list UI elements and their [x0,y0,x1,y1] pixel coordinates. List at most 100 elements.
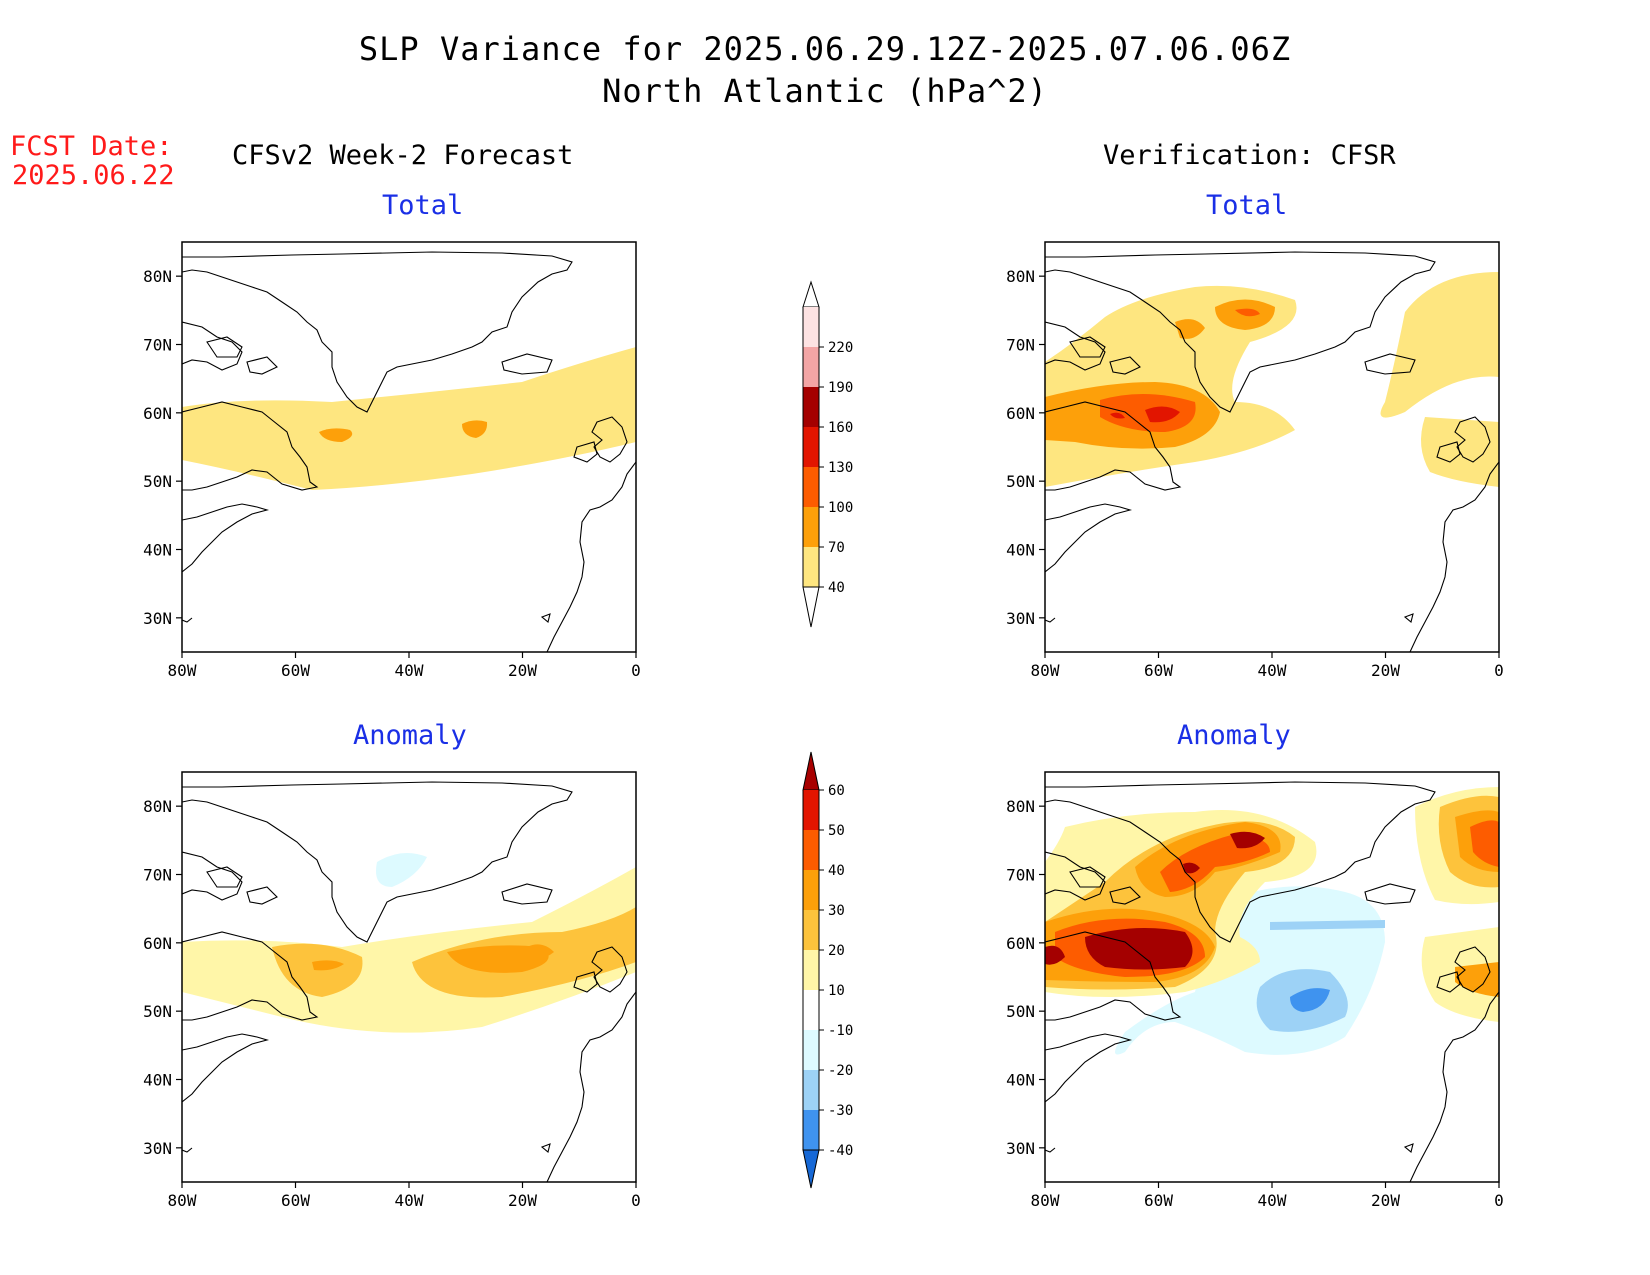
colorbar-top-arrow [802,751,820,791]
lon-tick-label: 80W [1031,661,1060,680]
coastline [182,1147,193,1153]
colorbar-level-label: 60 [828,783,845,799]
shaded-contour-red [1145,406,1180,423]
coastline [182,251,573,413]
colorbar-swatch [803,790,819,830]
coastline [1045,401,1182,491]
lon-tick-label: 0 [631,1191,641,1210]
colorbar-level-label: -40 [828,1143,853,1159]
colorbar-level-label: 130 [828,460,853,476]
lat-tick-label: 80N [1006,267,1035,286]
lon-tick-label: 80W [1031,1191,1060,1210]
colorbar-level-label: 10 [828,983,845,999]
fcst-date-value: 2025.06.22 [12,160,175,191]
colorbar-level-label: 50 [828,823,845,839]
shaded-contour-dark-red [1085,928,1193,970]
coastline [501,353,553,375]
colorbar-swatch [803,547,819,587]
coastline [546,991,636,1182]
colorbar-swatch [803,427,819,467]
colorbar-level-label: 190 [828,380,853,396]
lat-tick-label: 50N [143,1002,172,1021]
coastline [1454,946,1491,993]
lon-tick-label: 60W [281,661,310,680]
lat-tick-label: 50N [1006,1002,1035,1021]
colorbar-anomaly: 60 50 40 30 20 10 -10 -20 -30 -40 [802,751,853,1189]
shaded-contour-dark-red [1045,945,1065,965]
lon-tick-label: 40W [1258,661,1287,680]
lon-tick-label: 80W [168,661,197,680]
coastline [591,416,628,463]
coastline [573,971,598,993]
lat-tick-label: 50N [143,472,172,491]
lon-tick-label: 60W [1144,1191,1173,1210]
coastline [182,321,243,371]
colorbar-level-label: -20 [828,1063,853,1079]
lat-tick-label: 30N [1006,1139,1035,1158]
shaded-contour-mid-blue [1270,920,1385,930]
shaded-contour-blue [1290,988,1330,1012]
lat-tick-label: 30N [143,1139,172,1158]
lat-tick-label: 40N [143,541,172,560]
lat-tick-label: 40N [1006,541,1035,560]
lat-tick-label: 50N [1006,472,1035,491]
shaded-contour-red-orange [1235,308,1260,317]
lon-tick-label: 20W [508,1191,537,1210]
colorbar-level-label: 160 [828,420,853,436]
colorbar-bottom-arrow [802,1149,820,1189]
main-subtitle: North Atlantic (hPa^2) [602,72,1048,110]
main-title: SLP Variance for 2025.06.29.12Z-2025.07.… [358,30,1292,68]
coastline [540,1143,551,1153]
shaded-contour-yellow [1380,272,1499,418]
lat-tick-label: 70N [143,866,172,885]
coastline [1045,617,1056,623]
panel-title-forecast-total: Total [382,190,464,221]
lon-tick-label: 40W [395,661,424,680]
colorbar-swatch [803,1030,819,1070]
colorbar-swatch [803,910,819,950]
colorbar-swatch [803,990,819,1030]
coastline [546,461,636,652]
lat-tick-label: 60N [143,404,172,423]
lat-tick-label: 70N [143,336,172,355]
panel-title-forecast-anomaly: Anomaly [353,720,467,751]
coastline [1045,321,1106,371]
map-verification-total: 80W 60W 40W 20W 0 80N 70N 60N 50N 40N 30N [1006,241,1504,680]
coastline [182,851,243,901]
colorbar-level-label: 40 [828,863,845,879]
coastline [1109,356,1141,375]
coastline [182,503,270,573]
coastline [501,883,553,905]
colorbar-level-label: 40 [828,580,845,596]
lat-tick-label: 30N [1006,609,1035,628]
coastline [1409,461,1499,652]
lat-tick-label: 80N [1006,797,1035,816]
coastline [1045,1147,1056,1153]
map-forecast-total: 80W 60W 40W 20W 0 80N 70N 60N 50N 40N 30N [143,241,641,680]
lon-tick-label: 0 [1494,661,1504,680]
shaded-contour-orange [447,945,549,973]
colorbar-swatch [803,1110,819,1150]
colorbar-swatch [803,387,819,427]
shaded-contour-yellow [182,347,636,490]
colorbar-level-label: 20 [828,943,845,959]
colorbar-total: 40 70 100 130 160 190 220 [802,280,853,628]
colorbar-swatch [803,830,819,870]
right-column-title: Verification: CFSR [1103,140,1396,171]
coastline [246,886,278,905]
lat-tick-label: 70N [1006,866,1035,885]
colorbar-level-label: 70 [828,540,845,556]
coastline [206,336,243,358]
colorbar-bottom-arrow [802,586,820,628]
coastline [182,617,193,623]
shaded-contour-orange [527,944,554,959]
lon-tick-label: 0 [631,661,641,680]
coastline [1045,503,1133,573]
map-forecast-anomaly: 80W 60W 40W 20W 0 80N 70N 60N 50N 40N 30N [143,771,641,1210]
colorbar-swatch [803,1070,819,1110]
lon-tick-label: 60W [281,1191,310,1210]
colorbar-top-arrow [802,280,820,308]
coastline [182,1033,270,1103]
fcst-date-label: FCST Date: [10,131,173,162]
lon-tick-label: 40W [395,1191,424,1210]
